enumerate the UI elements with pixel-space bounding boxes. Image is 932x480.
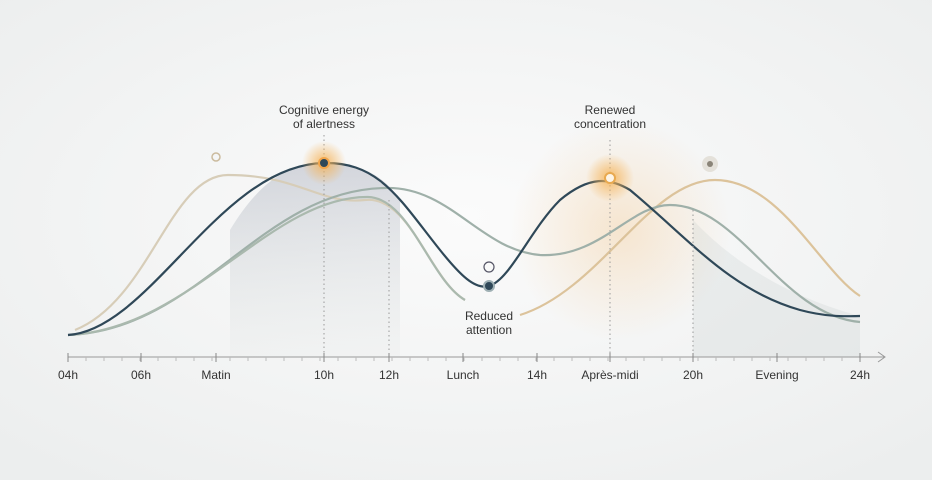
x-tick-label: 24h (850, 368, 870, 382)
icon (211, 152, 221, 162)
annotation: attention (466, 323, 512, 337)
marker (604, 172, 616, 184)
annotation: of alertness (293, 117, 355, 131)
x-tick-label: Matin (201, 368, 230, 382)
icon (483, 261, 495, 273)
shaded-area (230, 162, 400, 357)
ticks: 04h 06h Matin 10h 12h Lunch 14h Après-midi 20h Ev… (58, 353, 870, 382)
x-tick-label: 14h (527, 368, 547, 382)
annotations: Cognitive energy of alertness Renewed co… (279, 103, 646, 337)
marker (483, 280, 495, 292)
annotation: concentration (574, 117, 646, 131)
x-tick-label: Lunch (447, 368, 480, 382)
icon (707, 161, 713, 167)
x-tick-label: Evening (755, 368, 798, 382)
annotation: Reduced (465, 309, 513, 323)
x-tick-label: Après-midi (581, 368, 638, 382)
curves (67, 161, 861, 337)
x-tick-label: 10h (314, 368, 334, 382)
annotation: Renewed (585, 103, 636, 117)
curve (519, 178, 861, 317)
axis-arrow (877, 351, 886, 363)
annotation: Cognitive energy (279, 103, 369, 117)
x-tick-label: 20h (683, 368, 703, 382)
marker (318, 157, 330, 169)
curve (67, 161, 861, 337)
x-tick-label: 06h (131, 368, 151, 382)
x-tick-label: 12h (379, 368, 399, 382)
curve (67, 195, 466, 337)
x-tick-label: 04h (58, 368, 78, 382)
shaded-area (693, 220, 860, 357)
warm-area (510, 120, 730, 340)
